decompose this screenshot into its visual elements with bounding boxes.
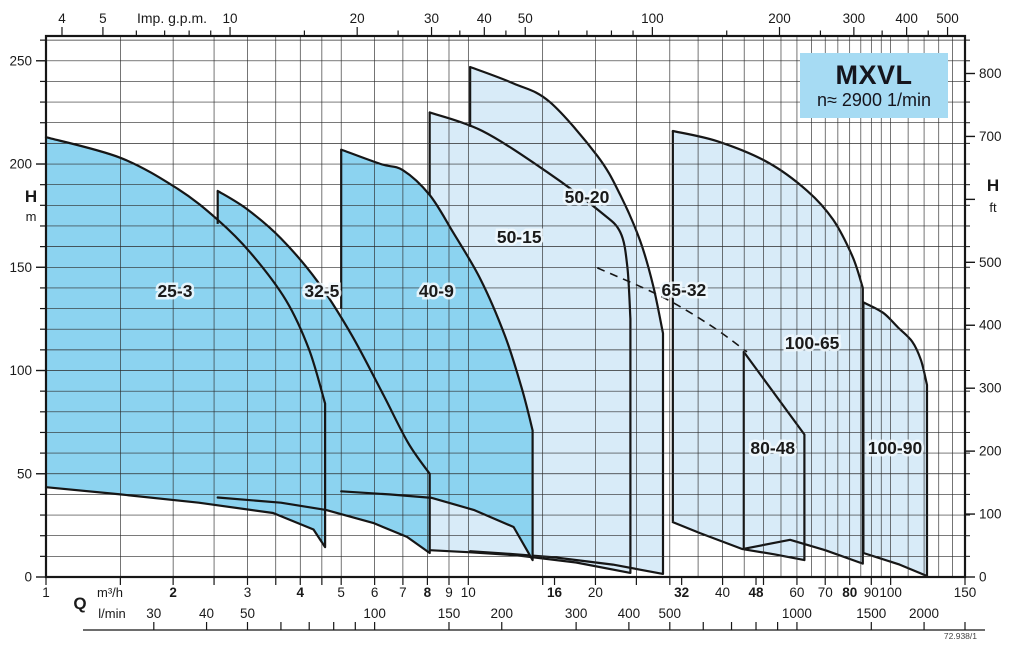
left-axis-unit: m: [26, 209, 37, 224]
gpm-tick-label: 40: [477, 11, 492, 26]
lmin-tick-label: 30: [146, 606, 161, 621]
m3h-tick-label: 60: [789, 585, 804, 600]
envelope-labels: 25-3 32-5 40-9 50-15 50-20 65-32 100-65 80-48 10…: [155, 184, 925, 460]
range-40-9-outline: [340, 148, 534, 562]
right-tick-label: 700: [979, 129, 1002, 144]
top-axis-unit: Imp. g.p.m.: [137, 10, 207, 26]
gpm-tick-label: 300: [843, 11, 866, 26]
left-tick-label: 250: [9, 53, 32, 68]
lmin-unit: l/min: [98, 606, 125, 621]
right-axis-unit: ft: [989, 200, 997, 215]
lmin-tick-label: 2000: [909, 606, 939, 621]
m3h-tick-label: 4: [297, 585, 305, 600]
left-tick-label: 50: [17, 466, 32, 481]
envelope-label-40-9: 40-9: [419, 281, 454, 301]
light-envelope-strokes: [428, 65, 929, 578]
dark-envelope-strokes: [44, 136, 534, 562]
range-32-5-outline: [216, 189, 431, 555]
right-tick-label: 100: [979, 507, 1002, 522]
m3h-tick-label: 80: [842, 585, 857, 600]
gpm-tick-label: 500: [936, 11, 959, 26]
drawing-number: 72.938/1: [943, 631, 977, 641]
left-axis-letter: H: [25, 187, 37, 206]
lmin-tick-label: 100: [363, 606, 386, 621]
envelope-label-65-32: 65-32: [662, 280, 707, 300]
m3h-tick-label: 16: [547, 585, 563, 600]
lmin-tick-label: 200: [490, 606, 513, 621]
m3h-tick-label: 70: [818, 585, 833, 600]
range-25-3-outline: [44, 136, 327, 549]
m3h-tick-label: 20: [588, 585, 603, 600]
m3h-tick-label: 90: [864, 585, 879, 600]
right-tick-label: 200: [979, 444, 1002, 459]
right-tick-label: 800: [979, 66, 1002, 81]
envelope-label-100-65: 100-65: [785, 333, 840, 353]
m3h-tick-label: 10: [461, 585, 476, 600]
envelope-label-50-20: 50-20: [565, 187, 610, 207]
lmin-tick-label: 400: [618, 606, 641, 621]
lmin-tick-label: 300: [565, 606, 588, 621]
lmin-tick-label: 1500: [856, 606, 886, 621]
range-50-15-outline: [428, 111, 632, 574]
right-tick-label: 400: [979, 318, 1002, 333]
dashed-reference-line: [596, 267, 748, 353]
m3h-tick-label: 5: [337, 585, 345, 600]
m3h-tick-label: 2: [169, 585, 177, 600]
range-65-32-100-65-fill: [672, 131, 863, 564]
gpm-tick-label: 5: [99, 11, 107, 26]
chart-title-box: MXVL n≈ 2900 1/min: [800, 53, 948, 118]
lmin-tick-label: 50: [240, 606, 255, 621]
envelope-label-80-48: 80-48: [750, 438, 795, 458]
gpm-tick-label: 30: [424, 11, 439, 26]
right-tick-label: 300: [979, 381, 1002, 396]
right-axis-letter: H: [987, 176, 999, 195]
m3h-tick-label: 7: [399, 585, 407, 600]
left-tick-label: 0: [24, 570, 32, 585]
m3h-tick-label: 1: [42, 585, 50, 600]
q-axis-letter: Q: [73, 594, 86, 613]
gpm-tick-label: 400: [895, 11, 918, 26]
chart-title: MXVL: [835, 59, 913, 90]
envelope-label-32-5: 32-5: [304, 281, 339, 301]
envelope-label-25-3: 25-3: [157, 281, 192, 301]
range-80-48-outline: [742, 350, 806, 562]
lmin-tick-label: 1000: [782, 606, 812, 621]
range-80-48-fill: [743, 351, 805, 561]
m3h-tick-label: 100: [879, 585, 902, 600]
gpm-tick-label: 4: [58, 11, 66, 26]
range-40-9-fill: [341, 149, 533, 561]
range-100-90-outline: [862, 301, 929, 578]
gpm-tick-label: 50: [518, 11, 533, 26]
dark-envelope-fills: [46, 137, 533, 561]
range-65-32-100-65-outline: [671, 129, 864, 565]
lmin-tick-label: 40: [199, 606, 214, 621]
right-tick-label: 0: [979, 570, 987, 585]
m3h-tick-label: 40: [715, 585, 730, 600]
envelope-label-100-90: 100-90: [868, 438, 923, 458]
left-tick-label: 200: [9, 157, 32, 172]
m3h-tick-label: 6: [371, 585, 379, 600]
gpm-tick-label: 20: [350, 11, 365, 26]
chart-subtitle: n≈ 2900 1/min: [817, 90, 931, 111]
left-tick-label: 150: [9, 260, 32, 275]
m3h-tick-label: 8: [424, 585, 432, 600]
m3h-tick-label: 48: [749, 585, 765, 600]
lmin-tick-label: 150: [438, 606, 461, 621]
m3h-tick-label: 150: [954, 585, 977, 600]
gpm-tick-label: 10: [223, 11, 238, 26]
gpm-tick-label: 200: [768, 11, 791, 26]
lmin-tick-label: 500: [659, 606, 682, 621]
m3h-tick-label: 9: [445, 585, 453, 600]
m3h-unit: m³/h: [97, 585, 123, 600]
left-tick-label: 100: [9, 363, 32, 378]
m3h-tick-label: 32: [674, 585, 689, 600]
m3h-tick-label: 3: [244, 585, 252, 600]
envelope-label-50-15: 50-15: [497, 227, 542, 247]
gpm-tick-label: 100: [641, 11, 664, 26]
right-tick-label: 500: [979, 255, 1002, 270]
